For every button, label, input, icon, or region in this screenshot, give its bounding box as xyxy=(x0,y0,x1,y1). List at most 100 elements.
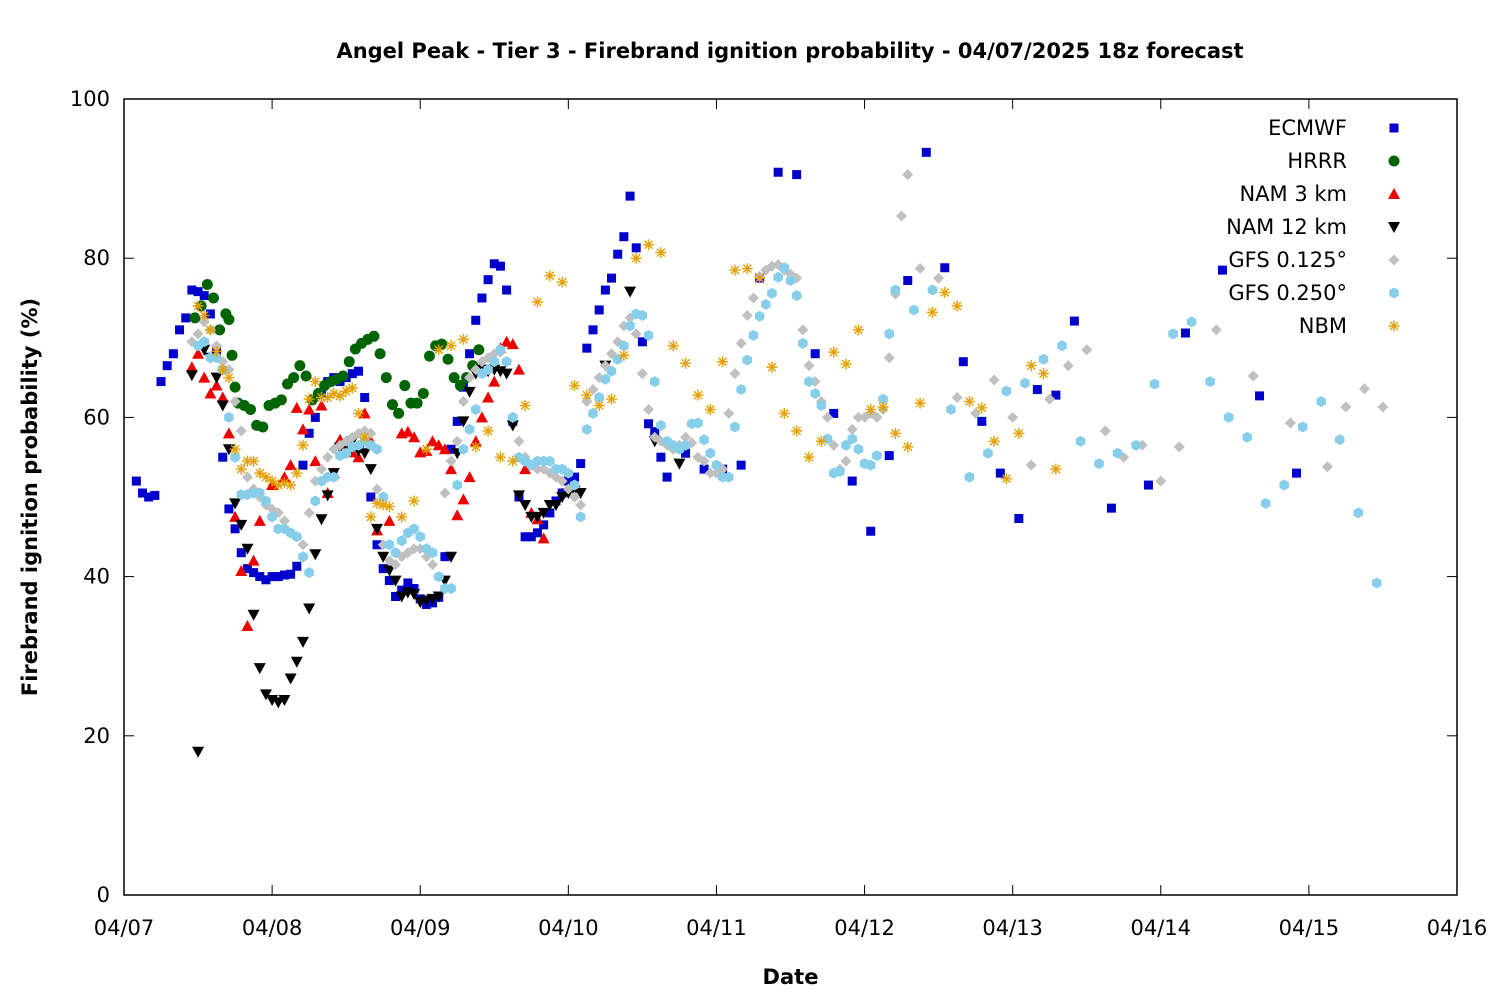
data-point xyxy=(926,306,938,318)
data-point xyxy=(380,372,392,384)
data-point xyxy=(643,403,655,415)
data-point xyxy=(253,514,266,526)
data-point xyxy=(933,272,945,284)
data-point xyxy=(988,435,1000,447)
data-point xyxy=(321,490,334,502)
data-point xyxy=(1057,340,1067,352)
data-point xyxy=(1069,316,1079,326)
data-point xyxy=(847,476,857,486)
data-point xyxy=(408,543,420,555)
data-point xyxy=(569,479,580,491)
data-point xyxy=(298,460,308,470)
data-point xyxy=(1038,368,1050,380)
data-point xyxy=(218,452,228,462)
data-point xyxy=(1340,401,1352,413)
x-tick-label: 04/11 xyxy=(686,916,747,940)
data-point xyxy=(440,552,450,562)
data-point xyxy=(150,490,160,500)
data-point xyxy=(433,571,444,583)
y-tick-label: 20 xyxy=(83,724,110,748)
data-point xyxy=(403,578,413,588)
data-point xyxy=(426,435,439,447)
data-point xyxy=(229,498,242,510)
data-point xyxy=(396,511,408,523)
data-point xyxy=(693,417,703,429)
data-point xyxy=(594,305,604,315)
data-point xyxy=(810,349,820,359)
data-point xyxy=(531,511,544,523)
data-point xyxy=(315,514,328,526)
data-point xyxy=(773,271,783,283)
data-point xyxy=(742,354,753,366)
data-point xyxy=(353,407,365,419)
data-point xyxy=(512,490,525,502)
data-point xyxy=(377,551,390,563)
data-point xyxy=(279,570,289,580)
data-point xyxy=(457,333,469,345)
data-point xyxy=(267,511,277,523)
data-point xyxy=(1075,435,1086,447)
data-point xyxy=(420,443,432,455)
data-point xyxy=(1223,411,1234,423)
data-point xyxy=(236,548,246,558)
data-point xyxy=(235,565,248,577)
data-point xyxy=(310,495,321,507)
data-point xyxy=(364,464,377,476)
data-point xyxy=(1372,577,1382,589)
data-point xyxy=(204,387,217,399)
data-point xyxy=(254,467,266,479)
data-point xyxy=(791,425,803,437)
data-point xyxy=(1050,463,1062,475)
data-point xyxy=(724,471,734,483)
data-point xyxy=(278,694,291,706)
data-point xyxy=(144,492,154,502)
data-point xyxy=(417,388,429,400)
y-tick-label: 0 xyxy=(97,883,110,907)
data-point xyxy=(229,443,241,455)
data-point xyxy=(544,270,556,282)
data-point xyxy=(383,565,396,577)
data-point xyxy=(347,369,357,379)
data-point xyxy=(297,539,309,551)
data-point xyxy=(494,451,506,463)
data-point xyxy=(446,583,456,595)
data-point xyxy=(946,403,956,415)
data-point xyxy=(958,357,968,367)
data-point xyxy=(883,352,895,364)
data-point xyxy=(502,285,512,295)
data-point xyxy=(600,373,611,385)
data-point xyxy=(290,401,303,413)
data-point xyxy=(773,167,783,177)
data-point xyxy=(489,259,499,269)
data-point xyxy=(754,272,766,284)
data-point xyxy=(294,360,306,372)
data-point xyxy=(198,371,211,383)
data-point xyxy=(545,455,555,467)
data-point xyxy=(241,619,254,631)
data-point xyxy=(921,147,931,157)
data-point xyxy=(508,411,518,423)
data-point xyxy=(624,286,637,298)
data-point xyxy=(1292,468,1302,478)
data-point xyxy=(303,403,316,415)
data-point xyxy=(865,403,877,415)
data-point xyxy=(463,471,476,483)
data-point xyxy=(315,399,328,411)
data-point xyxy=(483,364,493,376)
legend-label: ECMWF xyxy=(1268,116,1347,140)
data-point xyxy=(964,471,975,483)
data-point xyxy=(303,507,315,519)
data-point xyxy=(322,451,334,463)
data-point xyxy=(1094,458,1104,470)
data-point xyxy=(285,479,297,491)
data-point xyxy=(423,350,435,362)
data-point xyxy=(643,329,654,341)
data-point xyxy=(216,400,229,412)
y-axis-label: Firebrand ignition probability (%) xyxy=(18,298,42,696)
data-point xyxy=(618,349,630,361)
data-point xyxy=(582,343,592,353)
data-point xyxy=(397,585,407,595)
data-point xyxy=(889,427,901,439)
data-point xyxy=(368,330,380,342)
data-point xyxy=(871,411,883,423)
